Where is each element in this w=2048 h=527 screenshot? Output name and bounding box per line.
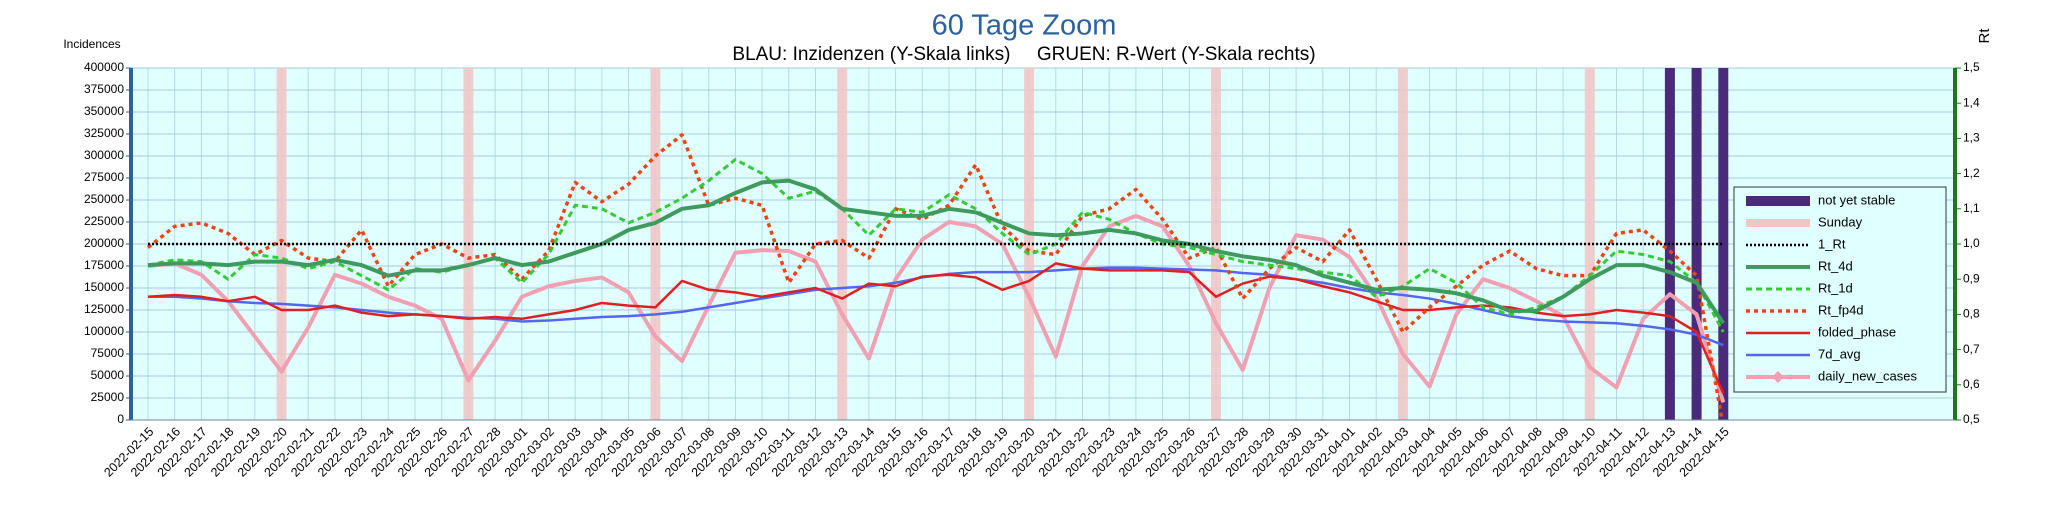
y2-tick-label: 0,8 xyxy=(1963,307,1980,321)
y2-tick-label: 0,9 xyxy=(1963,271,1980,285)
legend-label: Rt_4d xyxy=(1818,258,1853,273)
not-yet-stable-band xyxy=(1718,68,1729,420)
y-axis-label: Incidences xyxy=(63,37,120,51)
y2-tick-label: 0,6 xyxy=(1963,377,1980,391)
y-tick-label: 325000 xyxy=(84,126,124,140)
y-tick-label: 350000 xyxy=(84,104,124,118)
chart-subtitle: BLAU: Inzidenzen (Y-Skala links) GRUEN: … xyxy=(732,44,1315,65)
y-tick-label: 200000 xyxy=(84,236,124,250)
y-tick-label: 250000 xyxy=(84,192,124,206)
y-tick-label: 50000 xyxy=(91,368,125,382)
y-tick-label: 100000 xyxy=(84,324,124,338)
legend-label: Rt_1d xyxy=(1818,280,1853,295)
series-line xyxy=(146,133,1724,420)
legend-label: 7d_avg xyxy=(1818,346,1861,361)
y2-tick-label: 1,1 xyxy=(1963,201,1980,215)
y-tick-label: 225000 xyxy=(84,214,124,228)
y-tick-label: 300000 xyxy=(84,148,124,162)
legend-label: Sunday xyxy=(1818,214,1863,229)
y-tick-label: 275000 xyxy=(84,170,124,184)
y-tick-label: 125000 xyxy=(84,302,124,316)
y2-tick-label: 1,0 xyxy=(1963,236,1980,250)
legend-marker xyxy=(1772,371,1784,383)
y2-tick-label: 1,4 xyxy=(1963,95,1980,109)
legend-label: daily_new_cases xyxy=(1818,368,1918,383)
y-tick-label: 175000 xyxy=(84,258,124,272)
legend: not yet stable Sunday 1_Rt Rt_4d Rt_1d Rt_fp4… xyxy=(1733,186,1947,393)
legend-label: not yet stable xyxy=(1818,192,1895,207)
y2-tick-label: 0,5 xyxy=(1963,412,1980,426)
y-tick-label: 400000 xyxy=(84,60,124,74)
sunday-band xyxy=(1397,68,1408,420)
series-line xyxy=(147,178,1725,325)
y2-tick-label: 1,5 xyxy=(1963,60,1980,74)
sunday-band xyxy=(837,68,848,420)
y2-axis-label: Rt xyxy=(1976,28,1993,44)
y-tick-label: 25000 xyxy=(91,390,125,404)
legend-swatch xyxy=(1746,196,1810,206)
series-line xyxy=(147,213,1726,403)
y2-tick-label: 0,7 xyxy=(1963,342,1980,356)
legend-label: Rt_fp4d xyxy=(1818,302,1864,317)
series-line xyxy=(147,262,1725,395)
legend-label: 1_Rt xyxy=(1818,236,1846,251)
y-tick-label: 150000 xyxy=(84,280,124,294)
chart-title: 60 Tage Zoom xyxy=(932,10,1117,42)
y2-tick-label: 1,2 xyxy=(1963,166,1980,180)
y-tick-label: 0 xyxy=(117,412,124,426)
legend-label: folded_phase xyxy=(1818,324,1896,339)
legend-swatch xyxy=(1746,219,1810,227)
y-tick-label: 75000 xyxy=(91,346,125,360)
y2-tick-label: 1,3 xyxy=(1963,131,1980,145)
y-tick-label: 375000 xyxy=(84,82,124,96)
lines xyxy=(146,133,1726,420)
sunday-band xyxy=(650,68,661,420)
